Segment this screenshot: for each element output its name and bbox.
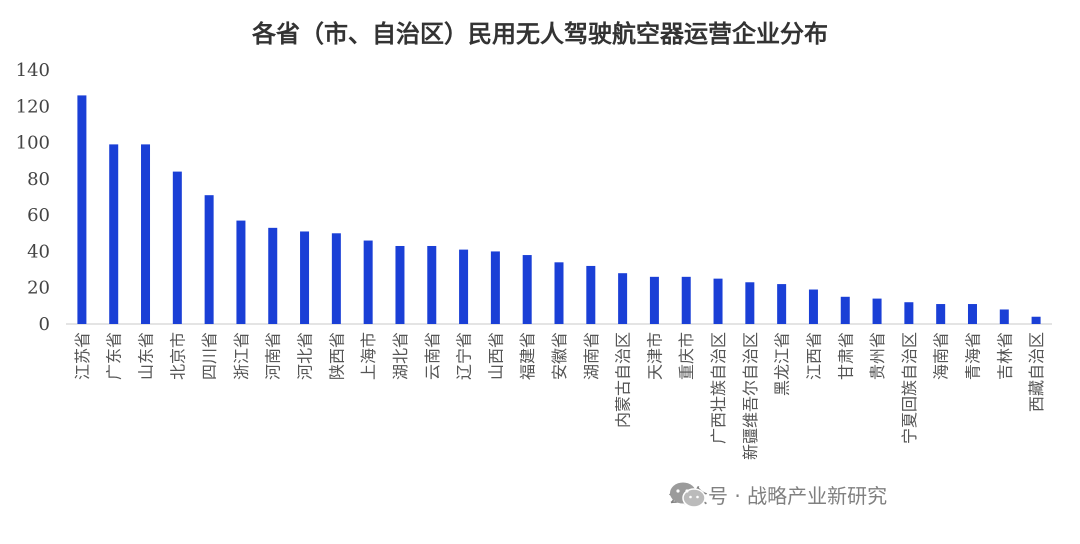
bar xyxy=(490,251,500,324)
category-label: 山东省 xyxy=(137,332,156,380)
category-label: 新疆维吾尔自治区 xyxy=(741,332,760,460)
category-label: 青海省 xyxy=(963,332,982,380)
bar xyxy=(586,265,596,324)
y-tick-label: 0 xyxy=(39,314,50,335)
bar xyxy=(745,282,755,324)
bar xyxy=(300,231,310,324)
bar xyxy=(777,284,787,324)
bar xyxy=(999,309,1009,324)
category-label: 吉林省 xyxy=(995,332,1014,380)
y-tick-label: 120 xyxy=(16,96,50,117)
watermark: 公众号 · 战略产业新研究 xyxy=(668,480,887,509)
bars xyxy=(77,95,1041,325)
bar xyxy=(522,255,532,324)
bar xyxy=(1031,316,1041,324)
bar xyxy=(808,289,818,324)
y-tick-label: 60 xyxy=(27,205,50,226)
bar xyxy=(268,227,278,324)
bar xyxy=(77,95,87,325)
bar xyxy=(872,298,882,324)
category-label: 上海市 xyxy=(359,332,378,380)
category-label: 贵州省 xyxy=(868,332,887,380)
category-label: 黑龙江省 xyxy=(773,332,792,396)
category-label: 河南省 xyxy=(264,332,283,380)
y-tick-label: 100 xyxy=(16,133,50,154)
bar xyxy=(904,302,914,324)
category-label: 江西省 xyxy=(804,332,823,380)
bar xyxy=(109,144,119,324)
category-label: 宁夏回族自治区 xyxy=(900,332,919,444)
category-label: 内蒙古自治区 xyxy=(614,332,633,428)
bar xyxy=(713,278,723,324)
bar xyxy=(649,276,659,324)
category-label: 天津市 xyxy=(645,332,664,380)
wechat-icon xyxy=(670,482,706,508)
category-label: 云南省 xyxy=(423,332,442,380)
bar xyxy=(204,195,214,324)
category-label: 安徽省 xyxy=(550,332,569,380)
y-tick-label: 140 xyxy=(16,60,50,81)
category-label: 北京市 xyxy=(168,332,187,380)
bar xyxy=(331,233,341,324)
bar xyxy=(936,304,946,324)
category-label: 海南省 xyxy=(932,332,951,380)
category-label: 重庆市 xyxy=(677,332,696,380)
category-label: 河北省 xyxy=(296,332,315,380)
bar xyxy=(172,171,182,324)
category-labels: 江苏省 广东省 山东省 北京市 四川省 浙江省 河南省 河北省 陕西省 上海市 湖北省 云南省 辽宁省山… xyxy=(73,332,1046,460)
category-label: 湖南省 xyxy=(582,332,601,380)
bar xyxy=(618,273,628,324)
category-label: 陕西省 xyxy=(327,332,346,380)
category-label: 西藏自治区 xyxy=(1027,332,1046,412)
category-label: 广西壮族自治区 xyxy=(709,332,728,444)
category-label: 广东省 xyxy=(105,332,124,380)
category-label: 江苏省 xyxy=(73,332,92,380)
bar xyxy=(427,245,437,324)
y-axis: 0 20 40 60 80 100 120 140 xyxy=(16,60,50,335)
category-label: 湖北省 xyxy=(391,332,410,380)
bar xyxy=(236,220,246,324)
bar xyxy=(681,276,691,324)
bar xyxy=(840,296,850,324)
category-label: 山西省 xyxy=(486,332,505,380)
bar xyxy=(395,245,405,324)
y-tick-label: 40 xyxy=(27,241,50,262)
category-label: 浙江省 xyxy=(232,332,251,380)
category-label: 辽宁省 xyxy=(455,332,474,380)
category-label: 甘肃省 xyxy=(836,332,855,380)
y-tick-label: 20 xyxy=(27,278,50,299)
category-label: 四川省 xyxy=(200,332,219,380)
bar xyxy=(967,304,977,324)
y-tick-label: 80 xyxy=(27,169,50,190)
category-label: 福建省 xyxy=(518,332,537,380)
bar xyxy=(459,249,469,324)
bar xyxy=(363,240,373,324)
bar xyxy=(554,262,564,324)
bar xyxy=(141,144,151,324)
chart-title: 各省（市、自治区）民用无人驾驶航空器运营企业分布 xyxy=(252,20,828,48)
